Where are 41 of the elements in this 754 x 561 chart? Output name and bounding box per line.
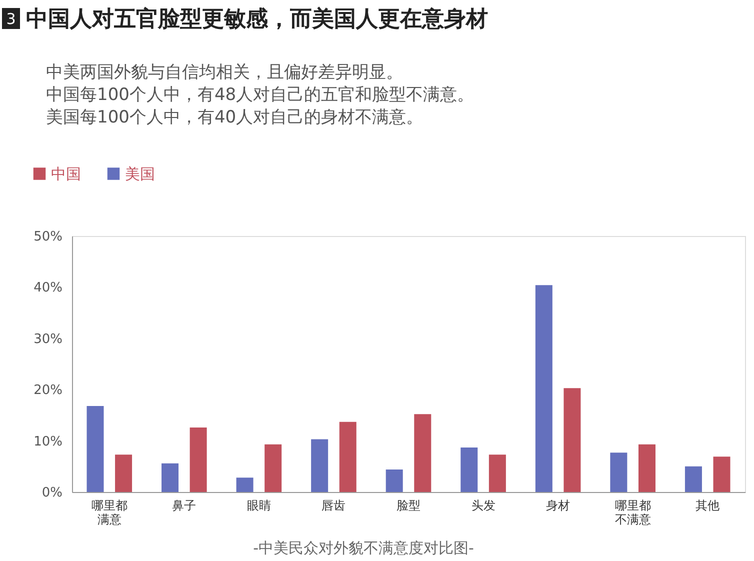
x-tick-label: 身材 [546, 498, 570, 512]
bar [414, 414, 432, 492]
x-tick-label: 头发 [471, 498, 496, 512]
y-tick-label: 20% [34, 383, 62, 398]
chart-subtitle: 中美两国外貌与自信均相关，且偏好差异明显。 [46, 62, 403, 82]
text: -中美民众对外貌不满意度对比图- [253, 539, 474, 557]
bar [115, 454, 132, 492]
bar [488, 454, 506, 492]
y-tick-label: 50% [34, 230, 62, 244]
bar [86, 406, 104, 492]
y-tick-label: 10% [34, 434, 62, 450]
x-tick-label: 鼻子 [172, 498, 196, 512]
bar [190, 427, 207, 492]
bar [386, 469, 403, 492]
text: 美国每100个人中，有40人对自己的身材不满意。 [46, 108, 424, 128]
bar [162, 463, 179, 492]
x-tick-label: 脸型 [396, 498, 420, 512]
text: 3 [6, 10, 16, 28]
bar [684, 466, 702, 492]
y-tick-label: 40% [34, 280, 62, 296]
x-tick-label: 唇齿 [322, 498, 346, 512]
bar [535, 285, 552, 492]
bar [564, 388, 581, 492]
chart-title: 中国人对五官脸型更敏感，而美国人更在意身材 [26, 6, 488, 32]
bar [339, 422, 356, 492]
text: 中国每100个人中，有48人对自己的五官和脸型不满意。 [46, 85, 474, 105]
bar [460, 447, 478, 492]
y-tick-label: 0% [42, 486, 62, 500]
bar [713, 456, 730, 492]
legend-label: 美国 [125, 164, 155, 183]
bar [610, 452, 628, 492]
legend-label: 中国 [51, 164, 81, 183]
x-tick-label: 眼睛 [246, 498, 271, 512]
bar [236, 478, 254, 492]
y-tick-label: 30% [34, 332, 62, 347]
bar [264, 444, 282, 492]
bar [638, 444, 656, 492]
x-tick-label: 哪里都满意 [91, 498, 128, 526]
bar [311, 439, 328, 492]
x-tick-label: 其他 [696, 498, 720, 512]
x-tick-label: 哪里都不满意 [614, 498, 651, 526]
